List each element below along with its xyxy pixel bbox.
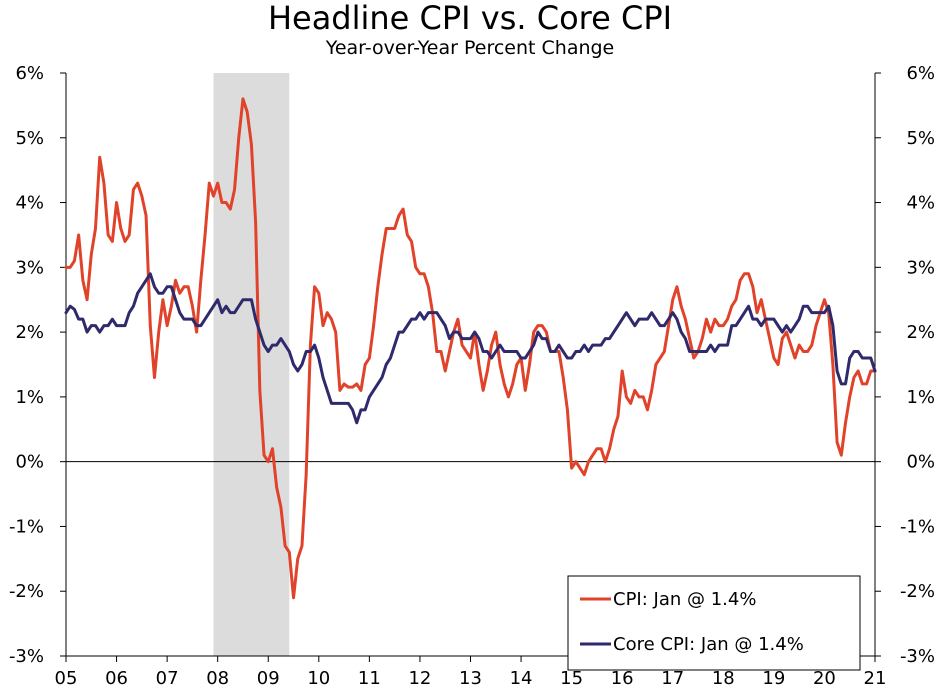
x-tick-label: 09 [257, 668, 280, 689]
y-tick-label-left: -2% [9, 581, 44, 602]
chart-subtitle: Year-over-Year Percent Change [325, 37, 615, 59]
x-tick-label: 21 [864, 668, 887, 689]
x-tick-label: 16 [611, 668, 634, 689]
x-tick-label: 12 [408, 668, 431, 689]
x-tick-label: 13 [459, 668, 482, 689]
x-tick-label: 17 [661, 668, 684, 689]
y-tick-label-right: -2% [900, 581, 935, 602]
y-tick-label-left: -1% [9, 516, 44, 537]
y-tick-label-left: 1% [15, 387, 44, 408]
series-lines [64, 97, 877, 600]
y-tick-label-left: 3% [15, 257, 44, 278]
x-tick-label: 06 [105, 668, 128, 689]
y-tick-label-left: 5% [15, 128, 44, 149]
y-tick-labels-left: 6% 5% 4% 3% 2% 1% 0% -1% -2% -3% [9, 63, 44, 667]
legend-box [567, 575, 861, 671]
y-tick-label-left: -3% [9, 646, 44, 667]
x-tick-label: 19 [762, 668, 785, 689]
x-tick-label: 08 [206, 668, 229, 689]
y-tick-label-left: 2% [15, 322, 44, 343]
y-tick-label-left: 6% [15, 63, 44, 84]
y-tick-label-right: 0% [906, 452, 935, 473]
y-tick-label-left: 0% [15, 452, 44, 473]
x-tick-label: 11 [358, 668, 381, 689]
y-tick-label-right: 3% [906, 257, 935, 278]
axes [60, 72, 881, 662]
x-tick-label: 10 [307, 668, 330, 689]
x-tick-label: 18 [712, 668, 735, 689]
x-tick-label: 05 [55, 668, 78, 689]
y-tick-label-right: 4% [906, 193, 935, 214]
legend-label-core-cpi: Core CPI: Jan @ 1.4% [613, 634, 804, 655]
y-tick-label-right: 2% [906, 322, 935, 343]
y-tick-label-right: -1% [900, 516, 935, 537]
x-tick-labels: 05 06 07 08 09 10 11 12 13 14 15 16 17 18 19 20 21 [55, 668, 887, 689]
legend-label-cpi: CPI: Jan @ 1.4% [613, 589, 756, 610]
legend: CPI: Jan @ 1.4% Core CPI: Jan @ 1.4% [567, 575, 861, 671]
chart-title: Headline CPI vs. Core CPI [268, 0, 672, 37]
x-tick-label: 07 [156, 668, 179, 689]
y-tick-label-right: -3% [900, 646, 935, 667]
y-tick-label-left: 4% [15, 193, 44, 214]
core-cpi-line [64, 272, 877, 425]
y-tick-label-right: 6% [906, 63, 935, 84]
cpi-line [64, 97, 877, 600]
x-tick-label: 15 [560, 668, 583, 689]
y-tick-label-right: 5% [906, 128, 935, 149]
y-tick-label-right: 1% [906, 387, 935, 408]
x-tick-label: 14 [510, 668, 533, 689]
x-tick-label: 20 [813, 668, 836, 689]
y-tick-labels-right: 6% 5% 4% 3% 2% 1% 0% -1% -2% -3% [900, 63, 935, 667]
